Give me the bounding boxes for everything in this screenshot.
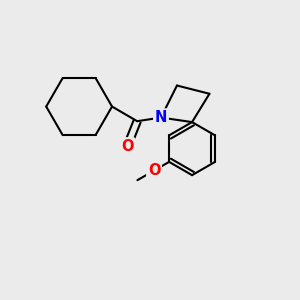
Text: O: O	[148, 163, 160, 178]
Text: O: O	[121, 139, 134, 154]
Text: N: N	[155, 110, 167, 125]
